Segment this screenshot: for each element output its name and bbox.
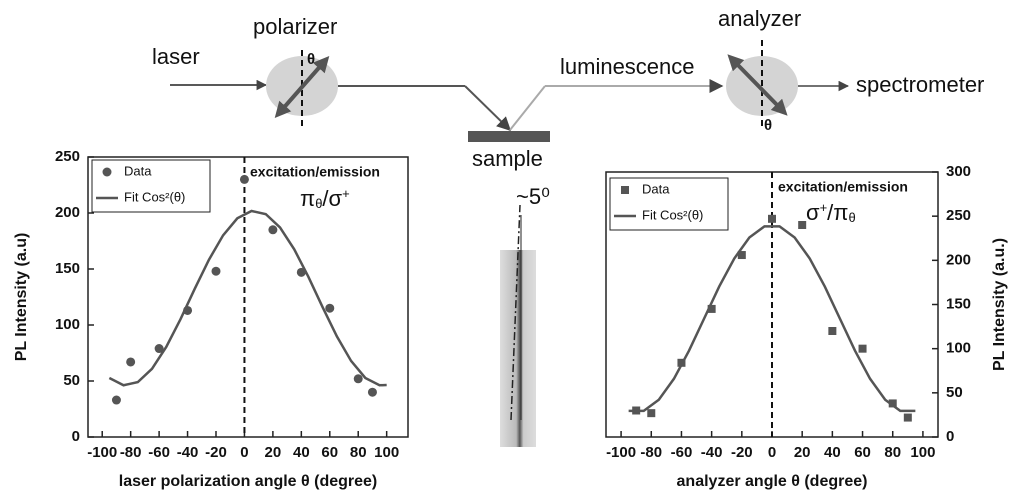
annotation-part: θ — [315, 196, 322, 211]
y-tick-label: 250 — [55, 148, 80, 165]
x-tick-label: 80 — [350, 444, 367, 461]
label: analyzer — [718, 6, 801, 31]
x-tick-label: -20 — [731, 444, 753, 461]
legend-swatch — [102, 167, 112, 177]
annotation-part: /π — [827, 200, 848, 225]
fit-line — [108, 209, 387, 387]
y-tick-label: 100 — [55, 316, 80, 333]
annotation-part: θ — [848, 210, 855, 225]
y-tick-label: 300 — [946, 163, 971, 180]
x-tick-label: 40 — [824, 444, 841, 461]
legend-box — [91, 159, 211, 213]
annotation: excitation/emission — [250, 164, 380, 180]
data-point — [798, 221, 807, 229]
tilt-line — [510, 204, 521, 421]
legend-label: Data — [124, 163, 152, 178]
data-point — [268, 225, 278, 235]
annotation-part: + — [342, 186, 350, 201]
annotation-part: /σ — [322, 186, 342, 211]
legend-swatch — [621, 186, 629, 194]
legend-box — [609, 177, 729, 231]
y-tick-label: 200 — [55, 204, 80, 221]
data-point — [154, 344, 164, 354]
y-tick-label: 50 — [946, 384, 963, 401]
label: luminescence — [560, 54, 695, 79]
annotation: σ+/πθ — [806, 200, 856, 225]
data-point — [858, 344, 867, 353]
beam — [464, 85, 512, 131]
data-point — [768, 214, 776, 223]
sample-image — [500, 250, 536, 447]
y-tick-label: 150 — [55, 260, 80, 277]
label: θ — [307, 51, 315, 68]
sample-bar — [468, 131, 550, 142]
data-point — [126, 357, 136, 367]
legend-label: Fit Cos²(θ) — [124, 189, 185, 204]
x-tick-label: -40 — [177, 444, 199, 461]
data-point — [647, 409, 656, 418]
x-tick-label: 60 — [854, 444, 871, 461]
y-axis-label: PL Intensity (a.u.) — [991, 238, 1008, 371]
y-tick-label: 200 — [946, 251, 971, 268]
x-tick-label: -60 — [671, 444, 693, 461]
x-tick-label: 60 — [321, 444, 338, 461]
setup-diagram: laser polarizer θ analyzer luminescence … — [152, 6, 984, 447]
annotation: excitation/emission — [778, 179, 908, 195]
polarization-arrow — [274, 55, 330, 119]
data-point — [828, 327, 837, 335]
x-tick-label: 40 — [293, 444, 310, 461]
annotation-part: σ — [806, 200, 820, 225]
label: θ — [764, 117, 772, 134]
label: polarizer — [253, 14, 337, 39]
legend-label: Data — [642, 181, 670, 196]
data-point — [707, 304, 716, 313]
annotation-part: + — [820, 200, 828, 215]
annotation-part: π — [300, 186, 315, 211]
x-tick-label: -80 — [120, 444, 142, 461]
data-point — [367, 387, 377, 397]
data-point — [211, 266, 221, 276]
y-tick-label: 150 — [946, 295, 971, 312]
x-tick-label: 80 — [884, 444, 901, 461]
x-tick-label: -80 — [640, 444, 662, 461]
data-point — [325, 303, 335, 313]
x-tick-label: 0 — [768, 444, 776, 461]
y-axis-label: PL Intensity (a.u) — [13, 233, 30, 362]
x-tick-label: 20 — [265, 444, 282, 461]
data-point — [903, 413, 912, 422]
data-point — [111, 395, 121, 405]
y-tick-label: 0 — [72, 428, 80, 445]
x-tick-label: 0 — [240, 444, 248, 461]
x-axis-label: analyzer angle θ (degree) — [677, 473, 868, 490]
data-point — [239, 174, 249, 184]
x-axis-label: laser polarization angle θ (degree) — [119, 473, 378, 490]
x-tick-label: -40 — [701, 444, 723, 461]
label: ~5⁰ — [516, 184, 550, 209]
y-tick-label: 250 — [946, 207, 971, 224]
x-tick-label: 100 — [910, 444, 935, 461]
beam — [509, 85, 546, 131]
label: laser — [152, 44, 200, 69]
x-tick-label: 100 — [374, 444, 399, 461]
x-tick-label: -100 — [606, 444, 636, 461]
x-tick-label: -20 — [205, 444, 227, 461]
label: spectrometer — [856, 72, 984, 97]
legend-label: Fit Cos²(θ) — [642, 207, 703, 222]
data-point — [353, 374, 363, 384]
data-point — [737, 251, 746, 260]
x-tick-label: -100 — [87, 444, 117, 461]
y-tick-label: 50 — [63, 372, 80, 389]
analyzer-arrow — [727, 54, 788, 116]
plot-frame — [87, 156, 409, 438]
annotation: πθ/σ+ — [300, 186, 350, 211]
x-tick-label: -60 — [148, 444, 170, 461]
x-tick-label: 20 — [794, 444, 811, 461]
y-tick-label: 100 — [946, 340, 971, 357]
fit-line — [628, 225, 916, 413]
y-tick-label: 0 — [946, 428, 954, 445]
label: sample — [472, 146, 543, 171]
data-point — [888, 399, 897, 408]
